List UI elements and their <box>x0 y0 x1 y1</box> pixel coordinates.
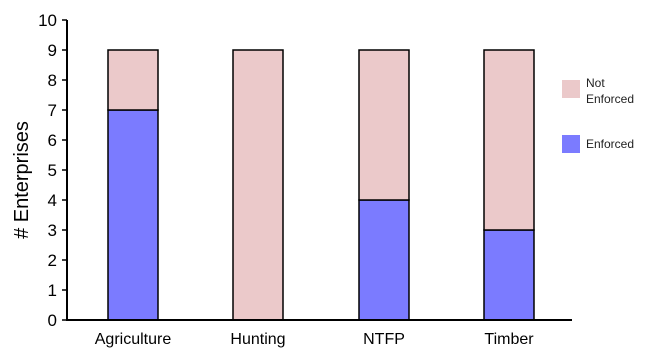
legend-swatch <box>562 135 580 153</box>
x-category-label: Hunting <box>230 331 285 348</box>
x-category-label: Agriculture <box>95 331 172 348</box>
legend: Not Enforced Enforced <box>562 76 634 153</box>
y-tick-label: 6 <box>48 131 57 150</box>
y-tick-label: 3 <box>48 221 57 240</box>
y-tick-label: 8 <box>48 71 57 90</box>
bar-agriculture-not-enforced <box>107 49 159 111</box>
bar-ntfp-enforced <box>358 199 410 321</box>
x-category-label: Timber <box>484 331 534 348</box>
legend-label: Not <box>586 76 605 90</box>
bar-ntfp-not-enforced <box>358 49 410 201</box>
bar-timber-not-enforced <box>483 49 535 231</box>
y-tick-label: 4 <box>48 191 57 210</box>
y-tick-label: 0 <box>48 311 57 330</box>
x-category-label: NTFP <box>363 331 405 348</box>
bar-hunting-not-enforced <box>232 49 284 321</box>
y-ticks-group: 0 1 2 3 4 5 6 7 8 9 10 <box>38 11 67 330</box>
bar-timber-enforced <box>483 229 535 321</box>
y-tick-label: 1 <box>48 281 57 300</box>
bars-group <box>107 49 535 321</box>
y-axis-title: # Enterprises <box>11 121 33 239</box>
y-tick-label: 7 <box>48 101 57 120</box>
legend-label: Enforced <box>586 137 634 151</box>
bar-agriculture-enforced <box>107 109 159 321</box>
legend-label: Enforced <box>586 92 634 106</box>
y-tick-label: 10 <box>38 11 57 30</box>
y-tick-label: 5 <box>48 161 57 180</box>
y-tick-label: 2 <box>48 251 57 270</box>
x-labels-group: Agriculture Hunting NTFP Timber <box>95 331 535 348</box>
legend-swatch <box>562 80 580 98</box>
y-tick-label: 9 <box>48 41 57 60</box>
